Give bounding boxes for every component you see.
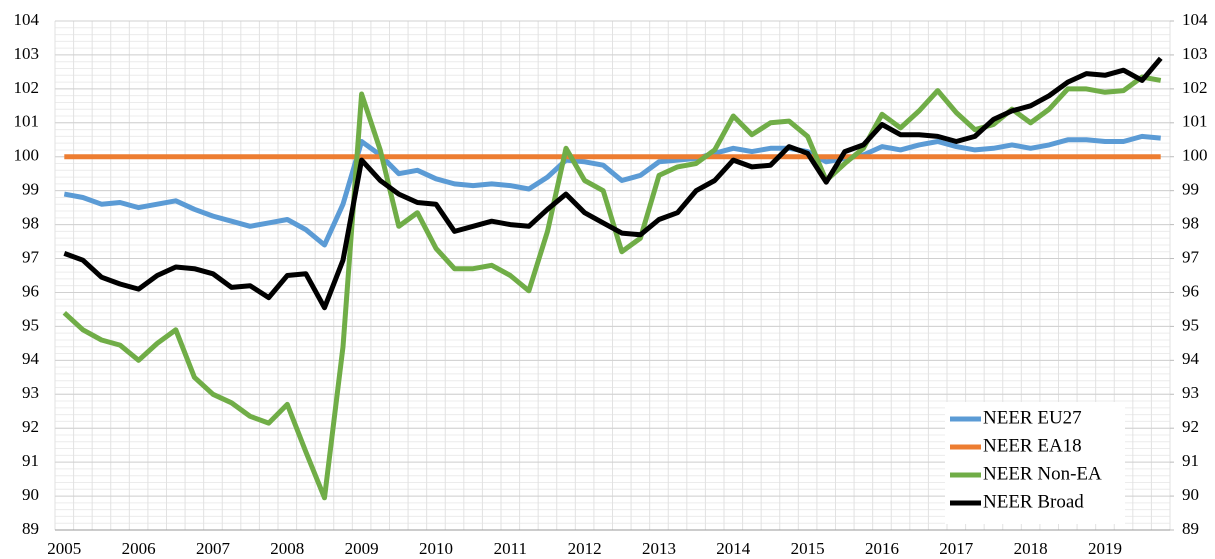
x-tick-label: 2009 [345,539,379,558]
y-tick-label: 93 [22,383,39,402]
y2-tick-label: 100 [1182,146,1208,165]
y-tick-label: 96 [22,281,39,300]
x-tick-label: 2008 [270,539,304,558]
y2-tick-label: 93 [1182,383,1199,402]
x-tick-label: 2005 [47,539,81,558]
y-tick-label: 103 [14,44,40,63]
x-tick-label: 2013 [642,539,676,558]
legend-label: NEER EA18 [983,435,1082,456]
y-tick-label: 91 [22,451,39,470]
y2-tick-label: 89 [1182,519,1199,538]
x-tick-label: 2010 [419,539,453,558]
y2-tick-label: 96 [1182,281,1199,300]
y2-tick-label: 90 [1182,485,1199,504]
y-tick-label: 101 [14,112,40,131]
y-tick-label: 97 [22,247,40,266]
y2-tick-label: 92 [1182,417,1199,436]
legend-label: NEER Non-EA [983,463,1102,484]
y2-tick-label: 91 [1182,451,1199,470]
y-tick-label: 95 [22,315,39,334]
x-tick-label: 2016 [865,539,899,558]
x-tick-label: 2006 [122,539,156,558]
y2-tick-label: 94 [1182,349,1200,368]
x-tick-label: 2014 [716,539,751,558]
series-line [63,56,1163,311]
y2-tick-label: 101 [1182,112,1208,131]
y2-tick-label: 103 [1182,44,1208,63]
x-tick-label: 2011 [494,539,527,558]
y2-tick-label: 99 [1182,180,1199,199]
y-tick-label: 98 [22,214,39,233]
y2-tick-label: 102 [1182,78,1208,97]
y2-tick-label: 104 [1182,10,1208,29]
legend-label: NEER Broad [983,491,1084,512]
series-line [62,74,1162,501]
series-line [63,133,1161,248]
x-tick-label: 2017 [939,539,974,558]
y-tick-label: 99 [22,180,39,199]
x-tick-label: 2007 [196,539,231,558]
x-tick-label: 2012 [568,539,602,558]
y-tick-label: 102 [14,78,40,97]
y-tick-label: 94 [22,349,40,368]
y-tick-label: 104 [14,10,40,29]
y-tick-label: 92 [22,417,39,436]
x-tick-label: 2018 [1014,539,1048,558]
y2-tick-label: 98 [1182,214,1199,233]
y2-tick-label: 97 [1182,247,1200,266]
y-tick-label: 100 [14,146,40,165]
x-tick-label: 2015 [791,539,825,558]
legend-label: NEER EU27 [983,407,1082,428]
y-tick-label: 90 [22,485,39,504]
y-tick-label: 89 [22,519,39,538]
x-tick-label: 2019 [1088,539,1122,558]
y2-tick-label: 95 [1182,315,1199,334]
